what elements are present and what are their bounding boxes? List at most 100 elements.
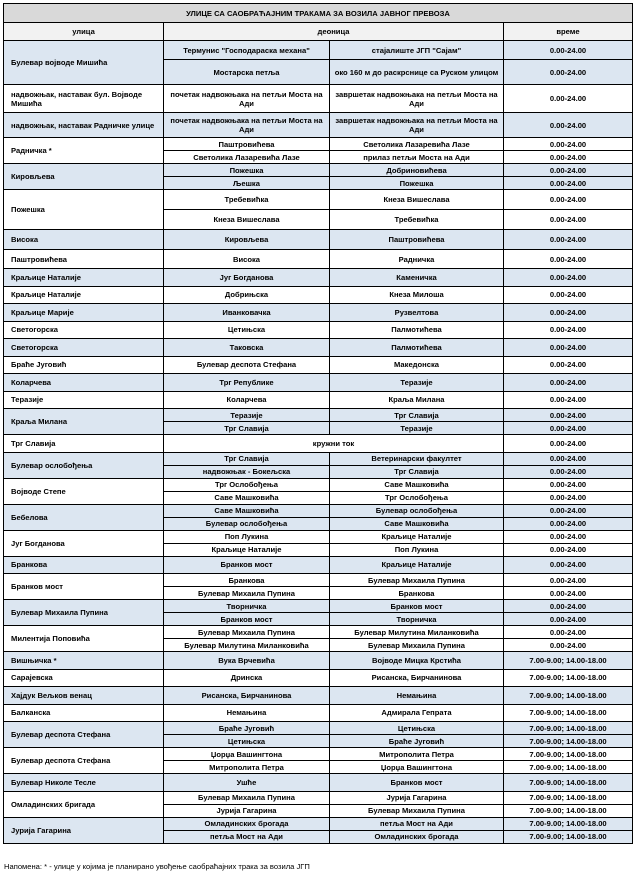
- table-row: Вишњичка * Вука Врчевића Војводе Мицка Крс…: [3, 651, 634, 670]
- table-row: Булевар ослобођења Трг Славија Ветеринарск…: [3, 451, 634, 479]
- time-range: 0.00-24.00: [502, 464, 634, 479]
- street-name: Краљице Наталије: [3, 285, 164, 304]
- section-from: Трг Славија: [163, 421, 330, 435]
- time-range: 7.00-9.00; 14.00-18.00: [502, 760, 634, 774]
- table-row: Коларчева Трг Републике Теразије 0.00-24.00: [3, 373, 634, 392]
- street-name: Булевар деспота Стефана: [3, 721, 164, 748]
- section-from: Паштровићева: [163, 137, 330, 151]
- section-to: Кнеза Вишеслава: [329, 189, 504, 210]
- section-from: почетак надвожњака на петљи Моста на Ади: [163, 112, 330, 138]
- table-row: Булевар деспота Стефана Браће Југовић Цети…: [3, 721, 634, 748]
- table-row: Краљице Наталије Поп Лукина 0.00-24.00: [4, 542, 634, 557]
- table-row: Краљице Наталије Југ Богданова Каменичка 0.…: [3, 268, 634, 287]
- table-row: Бебелова Саве Машковића Булевар ослобођења…: [3, 503, 634, 531]
- street-name: Војводе Степе: [3, 477, 164, 505]
- table-title: УЛИЦЕ СА САОБРАЋАЈНИМ ТРАКАМА ЗА ВОЗИЛА …: [2, 3, 634, 23]
- time-range: 0.00-24.00: [502, 529, 634, 544]
- section-to: Теразије: [329, 421, 504, 435]
- section-to: Краља Милана: [329, 390, 504, 409]
- street-name: Краљице Наталије: [3, 268, 164, 287]
- street-name: Сарајевска: [3, 668, 164, 687]
- time-range: 0.00-24.00: [502, 320, 634, 339]
- section-to: Добриновићева: [329, 163, 504, 177]
- street-name: Бранкова: [3, 555, 164, 574]
- time-range: 0.00-24.00: [502, 176, 634, 190]
- table-row: Теразије Коларчева Краља Милана 0.00-24.00: [3, 390, 634, 409]
- section-to: Светолика Лазаревића Лазе: [329, 137, 504, 151]
- time-range: 0.00-24.00: [502, 338, 634, 357]
- section-to: Митрополита Петра: [329, 747, 504, 761]
- time-range: 7.00-9.00; 14.00-18.00: [502, 734, 634, 748]
- table-row: Јурија Гагарина Булевар Михаила Пупина 7.0…: [4, 803, 634, 818]
- section-span: кружни ток: [163, 434, 504, 453]
- street-name: Висока: [3, 229, 164, 250]
- time-range: 7.00-9.00; 14.00-18.00: [502, 651, 634, 670]
- table-row: Југ Богданова Поп Лукина Краљице Наталије 0…: [3, 529, 634, 557]
- time-range: 0.00-24.00: [502, 451, 634, 466]
- street-name: Браће Југовић: [3, 355, 164, 374]
- section-from: Булевар Михаила Пупина: [163, 790, 330, 805]
- section-to: прилаз петљи Моста на Ади: [329, 150, 504, 164]
- section-from: Ушће: [163, 773, 330, 792]
- section-from: Добрињска: [163, 285, 330, 304]
- section-to: Трг Славија: [329, 408, 504, 422]
- section-from: Вука Врчевића: [163, 651, 330, 670]
- section-from: Мостарска петља: [163, 59, 330, 85]
- table-row: Булевар Михаила Пупина Бранкова 0.00-24.00: [4, 586, 634, 600]
- table-row: Кнеза Вишеслава Требевићка 0.00-24.00: [4, 209, 634, 230]
- table-row: Омладинских бригада Булевар Михаила Пупин…: [3, 790, 634, 818]
- section-from: Булевар Михаила Пупина: [163, 625, 330, 639]
- time-range: 0.00-24.00: [502, 477, 634, 492]
- street-name: Кировљева: [3, 163, 164, 190]
- section-to: Рисанска, Бирчанинова: [329, 668, 504, 687]
- section-from: Булевар ослобођења: [163, 516, 330, 531]
- time-range: 0.00-24.00: [502, 268, 634, 287]
- time-range: 7.00-9.00; 14.00-18.00: [502, 829, 634, 844]
- section-to: Саве Машковића: [329, 516, 504, 531]
- street-name: Омладинских бригада: [3, 790, 164, 818]
- section-to: Трг Славија: [329, 464, 504, 479]
- header-street: улица: [3, 22, 164, 41]
- street-name: Јурија Гагарина: [3, 816, 164, 844]
- time-range: 0.00-24.00: [502, 625, 634, 639]
- time-range: 0.00-24.00: [502, 373, 634, 392]
- section-from: Љешка: [163, 176, 330, 190]
- table-row: Бранков мост Бранкова Булевар Михаила Пупи…: [3, 573, 634, 600]
- street-name: Вишњичка *: [3, 651, 164, 670]
- time-range: 7.00-9.00; 14.00-18.00: [502, 747, 634, 761]
- table-row: Булевар Николе Тесле Ушће Бранков мост 7.00…: [3, 773, 634, 792]
- section-from: Кнеза Вишеслава: [163, 209, 330, 230]
- table-row: Трг Славија Теразије 0.00-24.00: [4, 421, 634, 435]
- section-to: Палмотићева: [329, 320, 504, 339]
- street-name: Хајдук Вељков венац: [3, 686, 164, 705]
- time-range: 0.00-24.00: [502, 84, 634, 113]
- time-range: 0.00-24.00: [502, 542, 634, 557]
- section-to: завршетак надвожњака на петљи Моста на А…: [329, 112, 504, 138]
- footnote: Напомена: * - улице у којима је планиран…: [4, 862, 310, 871]
- time-range: 7.00-9.00; 14.00-18.00: [502, 803, 634, 818]
- section-to: Омладинских брогада: [329, 829, 504, 844]
- table-row: Хајдук Вељков венац Рисанска, Бирчанинова…: [3, 686, 634, 705]
- table-row: Цетињска Браће Југовић 7.00-9.00; 14.00-18…: [4, 734, 634, 748]
- section-to: око 160 м до раскрснице са Руском улицом: [329, 59, 504, 85]
- section-from: Кировљева: [163, 229, 330, 250]
- header-section: деоница: [163, 22, 504, 41]
- header-time: време: [502, 22, 634, 41]
- time-range: 0.00-24.00: [502, 229, 634, 250]
- section-to: Бранкова: [329, 586, 504, 600]
- table-row: надвожњак, наставак Радничке улице почета…: [3, 112, 634, 138]
- table-row: Љешка Пожешка 0.00-24.00: [4, 176, 634, 190]
- time-range: 0.00-24.00: [502, 249, 634, 269]
- time-range: 7.00-9.00; 14.00-18.00: [502, 790, 634, 805]
- street-name: Бебелова: [3, 503, 164, 531]
- time-range: 7.00-9.00; 14.00-18.00: [502, 668, 634, 687]
- section-to: Немањина: [329, 686, 504, 705]
- time-range: 7.00-9.00; 14.00-18.00: [502, 773, 634, 792]
- section-to: Требевићка: [329, 209, 504, 230]
- section-from: почетак надвожњака на петљи Моста на Ади: [163, 84, 330, 113]
- street-name: надвожњак, наставак бул. Војводе Мишића: [3, 84, 164, 113]
- section-from: Јурија Гагарина: [163, 803, 330, 818]
- section-from: Саве Машковића: [163, 490, 330, 505]
- section-to: стајалиште ЈГП "Сајам": [329, 40, 504, 60]
- section-from: Светолика Лазаревића Лазе: [163, 150, 330, 164]
